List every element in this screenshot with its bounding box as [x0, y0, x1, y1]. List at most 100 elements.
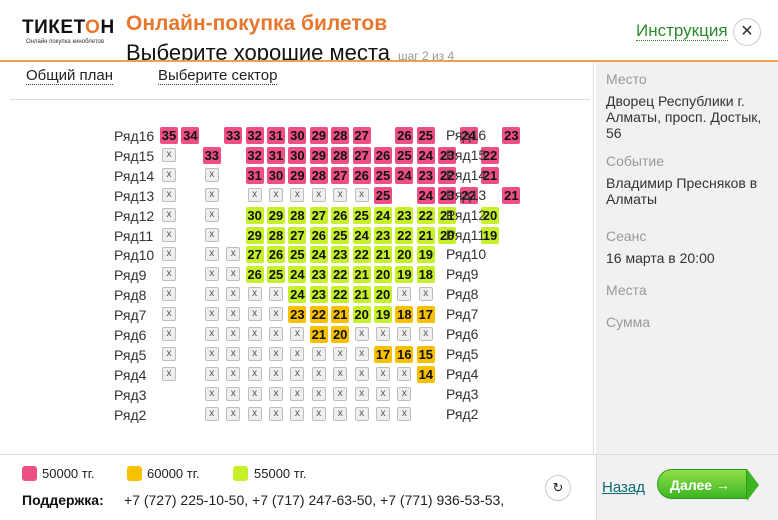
seat-available[interactable]: 24 — [309, 246, 328, 264]
seat-available[interactable]: 24 — [395, 166, 414, 184]
seat-available[interactable]: 24 — [416, 186, 435, 204]
seat-available[interactable]: 23 — [438, 186, 457, 204]
seat-available[interactable]: 22 — [459, 186, 478, 204]
seat-available[interactable]: 30 — [245, 206, 264, 224]
seat-available[interactable]: 19 — [481, 226, 499, 244]
seat-available[interactable]: 22 — [309, 306, 328, 324]
seat-available[interactable]: 21 — [438, 206, 457, 224]
seat-available[interactable]: 23 — [416, 166, 435, 184]
seat-available[interactable]: 24 — [416, 146, 435, 164]
seat-available[interactable]: 22 — [331, 286, 350, 304]
seat-available[interactable]: 21 — [502, 186, 521, 204]
seat-available[interactable]: 20 — [481, 206, 499, 224]
seat-available[interactable]: 19 — [416, 246, 435, 264]
tab-overview[interactable]: Общий план — [26, 67, 114, 85]
seat-available[interactable]: 26 — [309, 226, 328, 244]
seat-available[interactable]: 24 — [459, 127, 478, 144]
seat-available[interactable]: 23 — [395, 206, 414, 224]
seat-available[interactable]: 26 — [374, 146, 392, 164]
seat-available[interactable]: 27 — [331, 166, 350, 184]
seat-available[interactable]: 20 — [438, 226, 457, 244]
seat-available[interactable]: 27 — [309, 206, 328, 224]
seat-available[interactable]: 33 — [224, 127, 243, 144]
seat-available[interactable]: 32 — [245, 127, 264, 144]
seat-available[interactable]: 21 — [352, 266, 371, 284]
seat-available[interactable]: 23 — [374, 226, 392, 244]
seat-available[interactable]: 22 — [438, 166, 457, 184]
seat-available[interactable]: 21 — [374, 246, 392, 264]
back-link[interactable]: Назад — [602, 479, 645, 496]
seat-available[interactable]: 15 — [416, 345, 435, 363]
seat-available[interactable]: 21 — [416, 226, 435, 244]
seat-available[interactable]: 24 — [288, 286, 307, 304]
seat-available[interactable]: 28 — [288, 206, 307, 224]
seat-available[interactable]: 21 — [309, 326, 328, 343]
seat-available[interactable]: 30 — [288, 146, 307, 164]
seat-available[interactable]: 25 — [267, 266, 285, 284]
seat-available[interactable]: 25 — [374, 166, 392, 184]
seat-available[interactable]: 20 — [352, 306, 371, 324]
seat-available[interactable]: 22 — [481, 146, 499, 164]
tab-select-sector[interactable]: Выберите сектор — [158, 67, 278, 85]
seat-available[interactable]: 31 — [267, 146, 285, 164]
seat-available[interactable]: 29 — [309, 127, 328, 144]
seat-available[interactable]: 14 — [416, 365, 435, 383]
seat-available[interactable]: 19 — [374, 306, 392, 324]
seat-available[interactable]: 30 — [267, 166, 285, 184]
seat-available[interactable]: 29 — [245, 226, 264, 244]
seat-available[interactable]: 26 — [245, 266, 264, 284]
seat-available[interactable]: 26 — [331, 206, 350, 224]
seat-available[interactable]: 28 — [309, 166, 328, 184]
seat-available[interactable]: 27 — [352, 146, 371, 164]
seat-available[interactable]: 28 — [331, 127, 350, 144]
seat-available[interactable]: 27 — [352, 127, 371, 144]
seat-available[interactable]: 29 — [309, 146, 328, 164]
seat-available[interactable]: 20 — [395, 246, 414, 264]
seat-available[interactable]: 25 — [331, 226, 350, 244]
seat-available[interactable]: 18 — [395, 306, 414, 324]
seat-available[interactable]: 28 — [331, 146, 350, 164]
seat-available[interactable]: 17 — [374, 345, 392, 363]
seat-available[interactable]: 21 — [481, 166, 499, 184]
seat-available[interactable]: 23 — [438, 146, 457, 164]
seat-available[interactable]: 20 — [374, 286, 392, 304]
seat-available[interactable]: 17 — [416, 306, 435, 324]
seat-available[interactable]: 22 — [352, 246, 371, 264]
seat-available[interactable]: 24 — [288, 266, 307, 284]
seat-available[interactable]: 22 — [331, 266, 350, 284]
seat-available[interactable]: 29 — [288, 166, 307, 184]
seat-available[interactable]: 23 — [309, 286, 328, 304]
instruction-link[interactable]: Инструкция — [636, 21, 728, 41]
seat-available[interactable]: 21 — [331, 306, 350, 324]
refresh-button[interactable]: ↻ — [545, 475, 571, 501]
seat-available[interactable]: 25 — [352, 206, 371, 224]
seat-available[interactable]: 35 — [160, 127, 178, 144]
seat-available[interactable]: 34 — [181, 127, 200, 144]
seat-available[interactable]: 31 — [245, 166, 264, 184]
seat-available[interactable]: 24 — [374, 206, 392, 224]
seat-available[interactable]: 25 — [395, 146, 414, 164]
seat-available[interactable]: 23 — [331, 246, 350, 264]
seat-available[interactable]: 23 — [288, 306, 307, 324]
seat-available[interactable]: 20 — [331, 326, 350, 343]
seat-available[interactable]: 22 — [395, 226, 414, 244]
seat-available[interactable]: 22 — [416, 206, 435, 224]
seat-available[interactable]: 25 — [288, 246, 307, 264]
seat-available[interactable]: 21 — [352, 286, 371, 304]
close-button[interactable]: ✕ — [733, 18, 761, 46]
seat-available[interactable]: 16 — [395, 345, 414, 363]
seat-available[interactable]: 27 — [288, 226, 307, 244]
next-button[interactable]: Далее → — [657, 469, 747, 499]
seat-available[interactable]: 25 — [374, 186, 392, 204]
seat-available[interactable]: 32 — [245, 146, 264, 164]
seat-available[interactable]: 26 — [267, 246, 285, 264]
seat-available[interactable]: 20 — [374, 266, 392, 284]
seat-available[interactable]: 30 — [288, 127, 307, 144]
next-button-arrow[interactable] — [747, 469, 759, 501]
seat-available[interactable]: 26 — [395, 127, 414, 144]
seat-available[interactable]: 25 — [416, 127, 435, 144]
seat-available[interactable]: 29 — [267, 206, 285, 224]
seat-available[interactable]: 24 — [352, 226, 371, 244]
seat-available[interactable]: 18 — [416, 266, 435, 284]
seat-available[interactable]: 28 — [267, 226, 285, 244]
